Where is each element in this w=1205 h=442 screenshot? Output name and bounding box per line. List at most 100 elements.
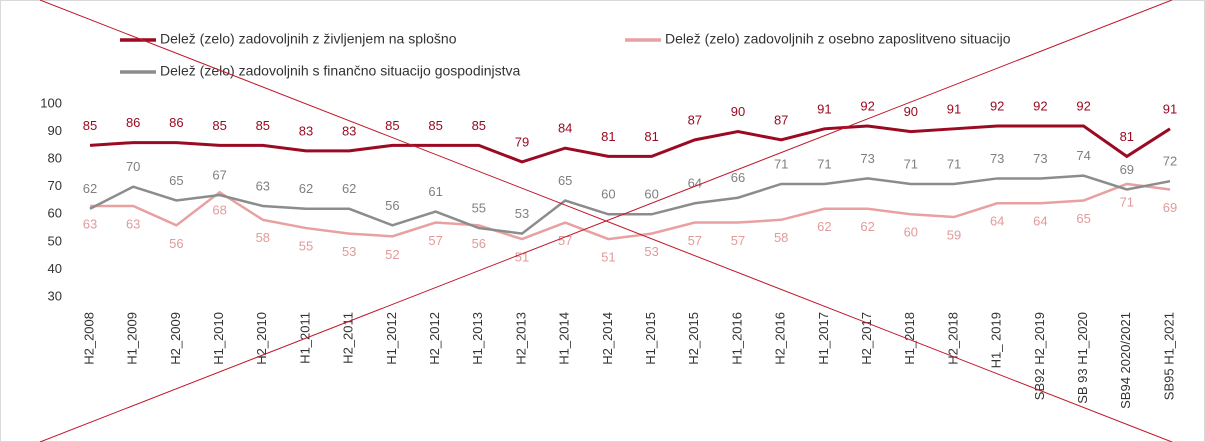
data-label: 81 — [1120, 129, 1134, 144]
data-label: 51 — [515, 250, 529, 265]
data-label: 83 — [299, 123, 313, 138]
plot: 30 40 50 60 70 80 90 100 H2_2008 H1_2009 H2_2009 H1… — [40, 31, 1177, 409]
data-label: 58 — [256, 230, 270, 245]
data-label: 63 — [83, 216, 97, 231]
data-label: 71 — [774, 156, 788, 171]
series-line — [89, 124, 1171, 164]
data-label: 64 — [1033, 214, 1047, 229]
y-tick-label: 40 — [48, 261, 62, 276]
x-tick-label: H1_2015 — [643, 312, 658, 365]
data-label: 73 — [1033, 151, 1047, 166]
data-label: 65 — [558, 173, 572, 188]
data-label: 81 — [644, 129, 658, 144]
data-label: 85 — [472, 118, 486, 133]
data-label: 73 — [990, 151, 1004, 166]
data-label: 55 — [299, 239, 313, 254]
data-label: 63 — [126, 216, 140, 231]
data-label: 56 — [472, 236, 486, 251]
data-label: 87 — [688, 112, 702, 127]
data-label: 60 — [601, 187, 615, 202]
data-label: 86 — [169, 115, 183, 130]
data-label: 65 — [1076, 211, 1090, 226]
data-label: 52 — [385, 247, 399, 262]
data-label: 85 — [212, 118, 226, 133]
data-label: 90 — [904, 104, 918, 119]
data-label: 65 — [169, 173, 183, 188]
data-label: 71 — [904, 156, 918, 171]
x-tick-label: H1_2014 — [557, 312, 572, 365]
data-label: 62 — [817, 219, 831, 234]
data-label: 71 — [1120, 194, 1134, 209]
data-label: 69 — [1163, 200, 1177, 215]
legend-label: Delež (zelo) zadovoljnih z življenjem na… — [160, 31, 457, 47]
data-label: 71 — [947, 156, 961, 171]
data-label: 81 — [601, 129, 615, 144]
data-label: 64 — [688, 176, 702, 191]
x-tick-label: H2_2015 — [686, 312, 701, 365]
x-tick-label: H2_2018 — [945, 312, 960, 365]
x-tick-label: SB95 H1_2021 — [1161, 312, 1176, 400]
x-tick-label: H1_2011 — [297, 312, 312, 364]
data-label: 72 — [1163, 154, 1177, 169]
data-label: 63 — [256, 178, 270, 193]
data-label: 60 — [904, 225, 918, 240]
data-label: 57 — [428, 233, 442, 248]
x-tick-label: H1_2018 — [902, 312, 917, 365]
data-label: 92 — [1033, 98, 1047, 113]
data-label: 68 — [212, 203, 226, 218]
x-tick-label: H1_2010 — [211, 312, 226, 365]
data-label: 53 — [342, 244, 356, 259]
y-tick-label: 90 — [48, 123, 62, 138]
x-tick-label: H2_2008 — [81, 312, 96, 365]
x-tick-label: H1_2017 — [816, 312, 831, 365]
data-label: 58 — [774, 230, 788, 245]
x-tick-label: SB94 2020/2021 — [1118, 312, 1133, 409]
data-label: 53 — [515, 206, 529, 221]
data-label: 66 — [731, 170, 745, 185]
data-label: 59 — [947, 227, 961, 242]
data-label: 57 — [558, 233, 572, 248]
data-label: 57 — [688, 233, 702, 248]
y-tick-label: 30 — [48, 288, 62, 303]
data-label: 86 — [126, 115, 140, 130]
x-tick-label: H1_2012 — [384, 312, 399, 365]
data-label: 56 — [169, 236, 183, 251]
data-label: 84 — [558, 121, 572, 136]
cross-line — [39, 0, 1173, 442]
series-line — [89, 174, 1171, 235]
data-label: 55 — [472, 201, 486, 216]
x-tick-label: H2_2013 — [513, 312, 528, 365]
x-tick-label: H2_2011 — [341, 312, 356, 364]
data-label: 85 — [256, 118, 270, 133]
data-label: 85 — [428, 118, 442, 133]
data-label: 60 — [644, 187, 658, 202]
data-label: 61 — [428, 184, 442, 199]
data-label: 92 — [990, 98, 1004, 113]
data-label: 85 — [83, 118, 97, 133]
y-tick-label: 50 — [48, 233, 62, 248]
y-tick-label: 60 — [48, 206, 62, 221]
x-tick-label: H2_2010 — [254, 312, 269, 365]
x-tick-label: H1_ 2019 — [989, 312, 1004, 368]
data-label: 79 — [515, 134, 529, 149]
data-label: 64 — [990, 214, 1004, 229]
series-line — [90, 182, 1171, 241]
data-label: 62 — [299, 181, 313, 196]
data-label: 74 — [1076, 148, 1090, 163]
data-label: 90 — [731, 104, 745, 119]
data-label: 62 — [860, 219, 874, 234]
legend-label: Delež (zelo) zadovoljnih s finančno situ… — [160, 63, 521, 79]
x-tick-label: SB 93 H1_2020 — [1075, 312, 1090, 404]
x-tick-label: H1_2009 — [125, 312, 140, 365]
data-label: 67 — [212, 167, 226, 182]
data-label: 83 — [342, 123, 356, 138]
data-label: 87 — [774, 112, 788, 127]
x-tick-label: H2_2014 — [600, 312, 615, 365]
x-tick-label: H2_2009 — [168, 312, 183, 365]
legend-label: Delež (zelo) zadovoljnih z osebno zaposl… — [665, 31, 1011, 47]
y-tick-label: 100 — [40, 95, 62, 110]
y-tick-label: 80 — [48, 151, 62, 166]
data-label: 91 — [1163, 101, 1177, 116]
